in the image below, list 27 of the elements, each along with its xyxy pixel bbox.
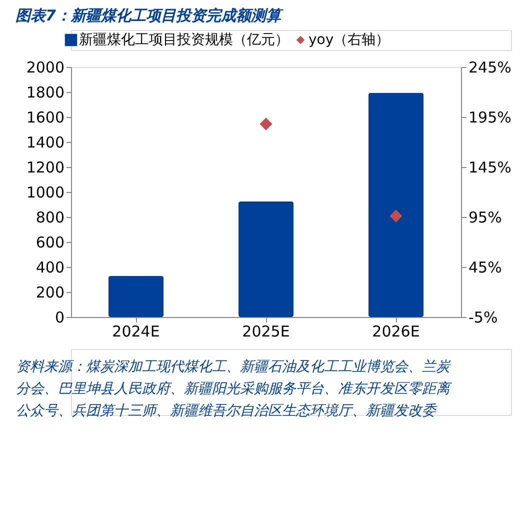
x-tick-label: 2024E <box>112 322 160 340</box>
y2-tick-label: 95% <box>468 208 502 226</box>
y-tick-label: 2000 <box>26 58 64 76</box>
y2-tick-label: -5% <box>468 308 498 326</box>
y2-tick-label: 145% <box>468 158 512 176</box>
legend-label: 新疆煤化工项目投资规模（亿元） <box>79 32 289 48</box>
y2-tick-label: 45% <box>468 258 502 276</box>
text: 资料来源：煤炭深加工现代煤化工、新疆石油及化工工业博览会、兰炭分会、巴里坤县人民政府、新疆阳光采购服务平台、准东开发区零距离公众号、兵团第十三师、新疆维吾尔自治区生态环境厅、新疆发改委 <box>16 359 452 419</box>
y2-tick-label: 245% <box>468 58 512 76</box>
x-tick-label: 2025E <box>242 322 290 340</box>
bar <box>368 92 424 317</box>
y-tick-label: 0 <box>54 308 64 326</box>
x-tick-label: 2026E <box>372 322 420 340</box>
y-tick-label: 200 <box>36 284 64 302</box>
y-tick-label: 1200 <box>26 158 64 176</box>
legend-label: yoy（右轴） <box>308 32 390 48</box>
bar <box>108 276 164 317</box>
y-tick-label: 1000 <box>26 184 64 202</box>
y-tick-label: 400 <box>36 258 64 276</box>
bar <box>238 202 294 317</box>
y-tick-label: 1600 <box>26 108 64 126</box>
y2-tick-label: 195% <box>468 108 512 126</box>
y-tick-label: 1800 <box>26 84 64 102</box>
y-tick-label: 800 <box>36 208 64 226</box>
y-tick-label: 600 <box>36 234 64 252</box>
chart-title: 图表7：新疆煤化工项目投资完成额测算 <box>16 6 284 24</box>
y-tick-label: 1400 <box>26 134 64 152</box>
